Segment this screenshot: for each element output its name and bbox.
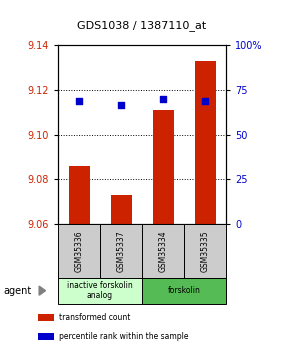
Text: inactive forskolin
analog: inactive forskolin analog <box>67 281 133 300</box>
Bar <box>68 166 90 224</box>
Text: transformed count: transformed count <box>59 313 131 322</box>
Point <box>161 96 165 101</box>
Text: GDS1038 / 1387110_at: GDS1038 / 1387110_at <box>77 20 207 31</box>
Text: GSM35337: GSM35337 <box>117 230 126 272</box>
Text: GSM35336: GSM35336 <box>75 230 84 272</box>
Text: agent: agent <box>3 286 31 296</box>
Text: GSM35335: GSM35335 <box>201 230 210 272</box>
Point <box>203 98 208 104</box>
Bar <box>195 61 216 224</box>
Point <box>77 98 81 104</box>
Bar <box>110 195 132 224</box>
Text: forskolin: forskolin <box>168 286 201 295</box>
Point <box>119 103 124 108</box>
Text: GSM35334: GSM35334 <box>159 230 168 272</box>
Bar <box>153 110 174 224</box>
Text: percentile rank within the sample: percentile rank within the sample <box>59 332 189 341</box>
